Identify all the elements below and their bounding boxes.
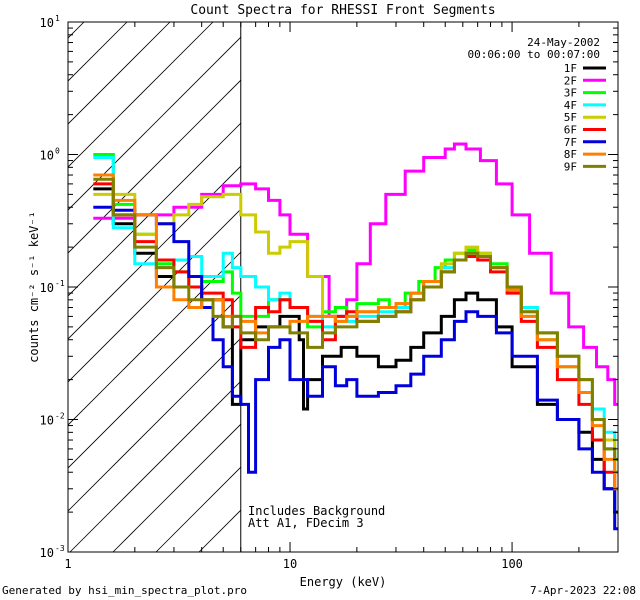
- hatch-line: [68, 337, 241, 512]
- hatch-line: [629, 22, 640, 552]
- series-3F: [93, 153, 618, 461]
- y-tick-label: 10: [40, 414, 54, 428]
- series-7F: [93, 205, 618, 531]
- hatch-line: [285, 22, 640, 552]
- legend-label: 3F: [564, 87, 577, 100]
- hatch-line: [68, 22, 171, 125]
- chart-title: Count Spectra for RHESSI Front Segments: [190, 3, 495, 18]
- y-axis-label: counts cm⁻² s⁻¹ keV⁻¹: [27, 211, 41, 363]
- legend-label: 2F: [564, 74, 577, 87]
- series-layer: [93, 142, 618, 531]
- y-tick-exponent: 0: [55, 147, 60, 156]
- legend-label: 9F: [564, 160, 577, 173]
- footer-timestamp: 7-Apr-2023 22:08: [530, 584, 636, 597]
- hatch-line: [68, 251, 241, 426]
- y-tick-label: 10: [40, 546, 54, 560]
- hatch-line: [68, 36, 241, 211]
- x-tick-label: 10: [283, 557, 297, 571]
- background-hatched-region: [68, 22, 640, 552]
- series-2F: [93, 142, 618, 406]
- legend-label: 4F: [564, 99, 577, 112]
- annotation-background: Includes Background: [248, 504, 385, 518]
- series-6F: [93, 182, 618, 491]
- series-9F: [93, 177, 618, 461]
- plot-frame: [67, 21, 619, 553]
- y-tick-exponent: -2: [55, 412, 65, 421]
- footer-generated-by: Generated by hsi_min_spectra_plot.pro: [2, 584, 248, 597]
- y-tick-exponent: 1: [55, 14, 60, 23]
- legend-label: 1F: [564, 62, 577, 75]
- series-8F: [93, 173, 618, 491]
- annotation-attenuator: Att A1, FDecim 3: [248, 516, 364, 530]
- legend-label: 7F: [564, 136, 577, 149]
- legend-label: 8F: [564, 148, 577, 161]
- legend-label: 5F: [564, 111, 577, 124]
- series-1F: [93, 187, 618, 514]
- hatch-line: [68, 165, 241, 340]
- hatch-line: [68, 294, 241, 469]
- y-tick-label: 10: [40, 16, 54, 30]
- y-tick-exponent: -3: [55, 544, 65, 553]
- hatch-line: [69, 380, 241, 552]
- date-label: 24-May-2002: [527, 36, 600, 49]
- y-tick-exponent: -1: [55, 279, 65, 288]
- x-tick-label: 100: [501, 557, 523, 571]
- y-tick-label: 10: [40, 281, 54, 295]
- x-axis-label: Energy (keV): [300, 575, 387, 589]
- x-tick-label: 1: [64, 557, 71, 571]
- time-range-label: 00:06:00 to 00:07:00: [468, 48, 600, 61]
- hatch-line: [112, 423, 241, 552]
- hatch-line: [68, 79, 241, 254]
- legend-label: 6F: [564, 124, 577, 137]
- hatch-line: [68, 22, 214, 168]
- y-tick-label: 10: [40, 149, 54, 163]
